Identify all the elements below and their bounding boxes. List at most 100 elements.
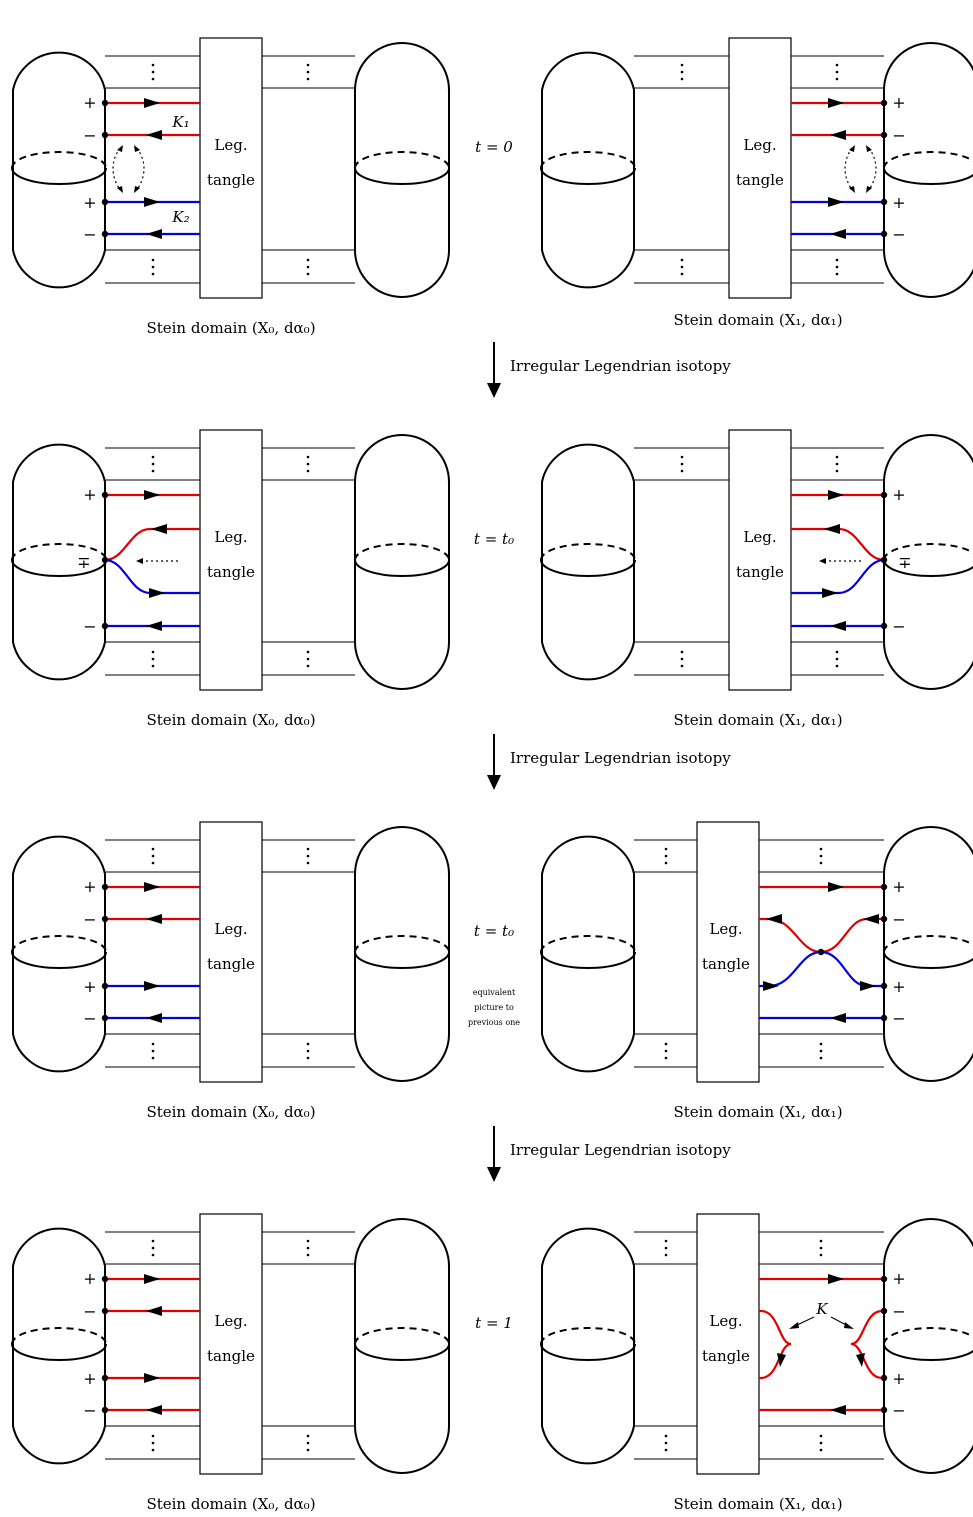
- red-right-cusp: [850, 1309, 884, 1380]
- right-panel: Leg. tangle + − + − Stein domain (X₁,: [540, 37, 973, 329]
- tangle-label-2: tangle: [736, 171, 784, 189]
- sign: −: [892, 617, 905, 636]
- right-panel: Leg. tangle K + − + − Stein domain (X₁, …: [540, 1213, 973, 1513]
- tangle-label-1: Leg.: [709, 1312, 742, 1330]
- knot-label-k: K: [815, 1300, 828, 1318]
- right-panel: Leg. tangle + − + − Stein domain (X₁, dα…: [540, 821, 973, 1121]
- sign: ∓: [898, 553, 911, 572]
- arrow-label: Irregular Legendrian isotopy: [510, 749, 731, 767]
- sign: +: [892, 1269, 905, 1288]
- tangle-label-1: Leg.: [743, 528, 776, 546]
- sign: +: [83, 485, 96, 504]
- left-panel: Leg. tangle + − + − Stein domain (X₀, dα…: [11, 821, 450, 1121]
- sign: −: [83, 1009, 96, 1028]
- sign: −: [892, 225, 905, 244]
- tangle-label-1: Leg.: [214, 1312, 247, 1330]
- attach-point: [101, 131, 109, 139]
- blue-cusp-strand: [104, 558, 200, 595]
- vdots: [151, 258, 155, 276]
- sign: −: [892, 1302, 905, 1321]
- sign: −: [83, 910, 96, 929]
- row-t0-equivalent: Leg. tangle + − + − Stein domain (X₀, dα…: [11, 821, 973, 1121]
- sign: −: [83, 1302, 96, 1321]
- attach-point: [101, 99, 109, 107]
- tangle-label-2: tangle: [702, 955, 750, 973]
- caption: Stein domain (X₁, dα₁): [673, 1103, 842, 1121]
- sign: +: [83, 1269, 96, 1288]
- left-strand-frame: [104, 37, 356, 299]
- vdots: [306, 63, 310, 81]
- sign: −: [892, 910, 905, 929]
- tangle-label-2: tangle: [702, 1347, 750, 1365]
- sign: +: [83, 877, 96, 896]
- sign: −: [83, 225, 96, 244]
- caption: Stein domain (X₁, dα₁): [673, 711, 842, 729]
- sign: +: [892, 977, 905, 996]
- caption: Stein domain (X₁, dα₁): [673, 311, 842, 329]
- sign: −: [83, 617, 96, 636]
- sign: +: [892, 193, 905, 212]
- equivalence-note-line-1: equivalent: [473, 988, 516, 997]
- row-t1: Leg. tangle + − + − Stein domain (X₀, dα…: [11, 1213, 973, 1513]
- caption: Stein domain (X₀, dα₀): [146, 1103, 315, 1121]
- tangle-label-2: tangle: [207, 955, 255, 973]
- tangle-label-2: tangle: [207, 1347, 255, 1365]
- time-label: t = 1: [475, 1314, 513, 1332]
- knot-label-k2: K₂: [171, 208, 189, 226]
- arrow-right: [144, 197, 160, 207]
- left-panel: Leg. tangle + − + − Stein domain (X₀, dα…: [11, 1213, 450, 1513]
- isotopy-arrow-3: Irregular Legendrian isotopy: [487, 1126, 731, 1182]
- left-handle-cap: [11, 51, 107, 289]
- arrow-label: Irregular Legendrian isotopy: [510, 357, 731, 375]
- sign: +: [83, 977, 96, 996]
- blue-crossing-strand: [759, 950, 884, 988]
- tangle-label-2: tangle: [207, 563, 255, 581]
- knot-label-k1: K₁: [171, 113, 189, 131]
- tangle-label-2: tangle: [207, 171, 255, 189]
- attach-point: [101, 198, 109, 206]
- sign: −: [83, 1401, 96, 1420]
- swap-indicator: [136, 147, 145, 191]
- left-handle-cap-inner: [354, 42, 450, 298]
- sign: −: [892, 1401, 905, 1420]
- swap-indicator: [112, 147, 121, 191]
- right-panel: Leg. tangle + ∓ − Stein domain (X₁, dα₁): [540, 429, 973, 729]
- isotopy-arrow-1: Irregular Legendrian isotopy: [487, 342, 731, 398]
- caption: Stein domain (X₀, dα₀): [146, 319, 315, 337]
- arrow-right: [144, 98, 160, 108]
- tangle-label-2: tangle: [736, 563, 784, 581]
- left-panel: Leg. tangle + ∓ − Stein domain (X₀, dα₀): [11, 429, 450, 729]
- sign: +: [83, 1369, 96, 1388]
- sign: +: [892, 877, 905, 896]
- sign: +: [83, 93, 96, 112]
- isotopy-arrow-2: Irregular Legendrian isotopy: [487, 734, 731, 790]
- time-label: t = 0: [475, 138, 513, 156]
- row-t0: Leg. tangle + − + − K₁ K₂: [11, 37, 973, 337]
- red-left-cusp: [759, 1309, 792, 1380]
- caption: Stein domain (X₁, dα₁): [673, 1495, 842, 1513]
- sign: −: [892, 126, 905, 145]
- sign: +: [892, 93, 905, 112]
- left-panel: Leg. tangle + − + − K₁ K₂: [11, 37, 450, 337]
- sign: −: [83, 126, 96, 145]
- sign: +: [83, 193, 96, 212]
- vdots: [306, 258, 310, 276]
- tangle-label-1: Leg.: [214, 528, 247, 546]
- equivalence-note-line-3: previous one: [468, 1018, 520, 1027]
- row-t0-crossing: Leg. tangle + ∓ − Stein domain (X₀, dα₀): [11, 429, 973, 729]
- tangle-label-1: Leg.: [214, 136, 247, 154]
- tangle-label-1: Leg.: [214, 920, 247, 938]
- equivalence-note-line-2: picture to: [474, 1003, 514, 1012]
- double-point: [817, 948, 825, 956]
- red-crossing-strand: [759, 917, 884, 954]
- time-label: t = t₀: [474, 922, 514, 940]
- vdots: [151, 63, 155, 81]
- caption: Stein domain (X₀, dα₀): [146, 711, 315, 729]
- attach-point: [101, 230, 109, 238]
- red-cusp-strand: [104, 527, 200, 562]
- time-label: t = t₀: [474, 530, 514, 548]
- arrow-left: [146, 130, 162, 140]
- arrow-label: Irregular Legendrian isotopy: [510, 1141, 731, 1159]
- tangle-label-1: Leg.: [743, 136, 776, 154]
